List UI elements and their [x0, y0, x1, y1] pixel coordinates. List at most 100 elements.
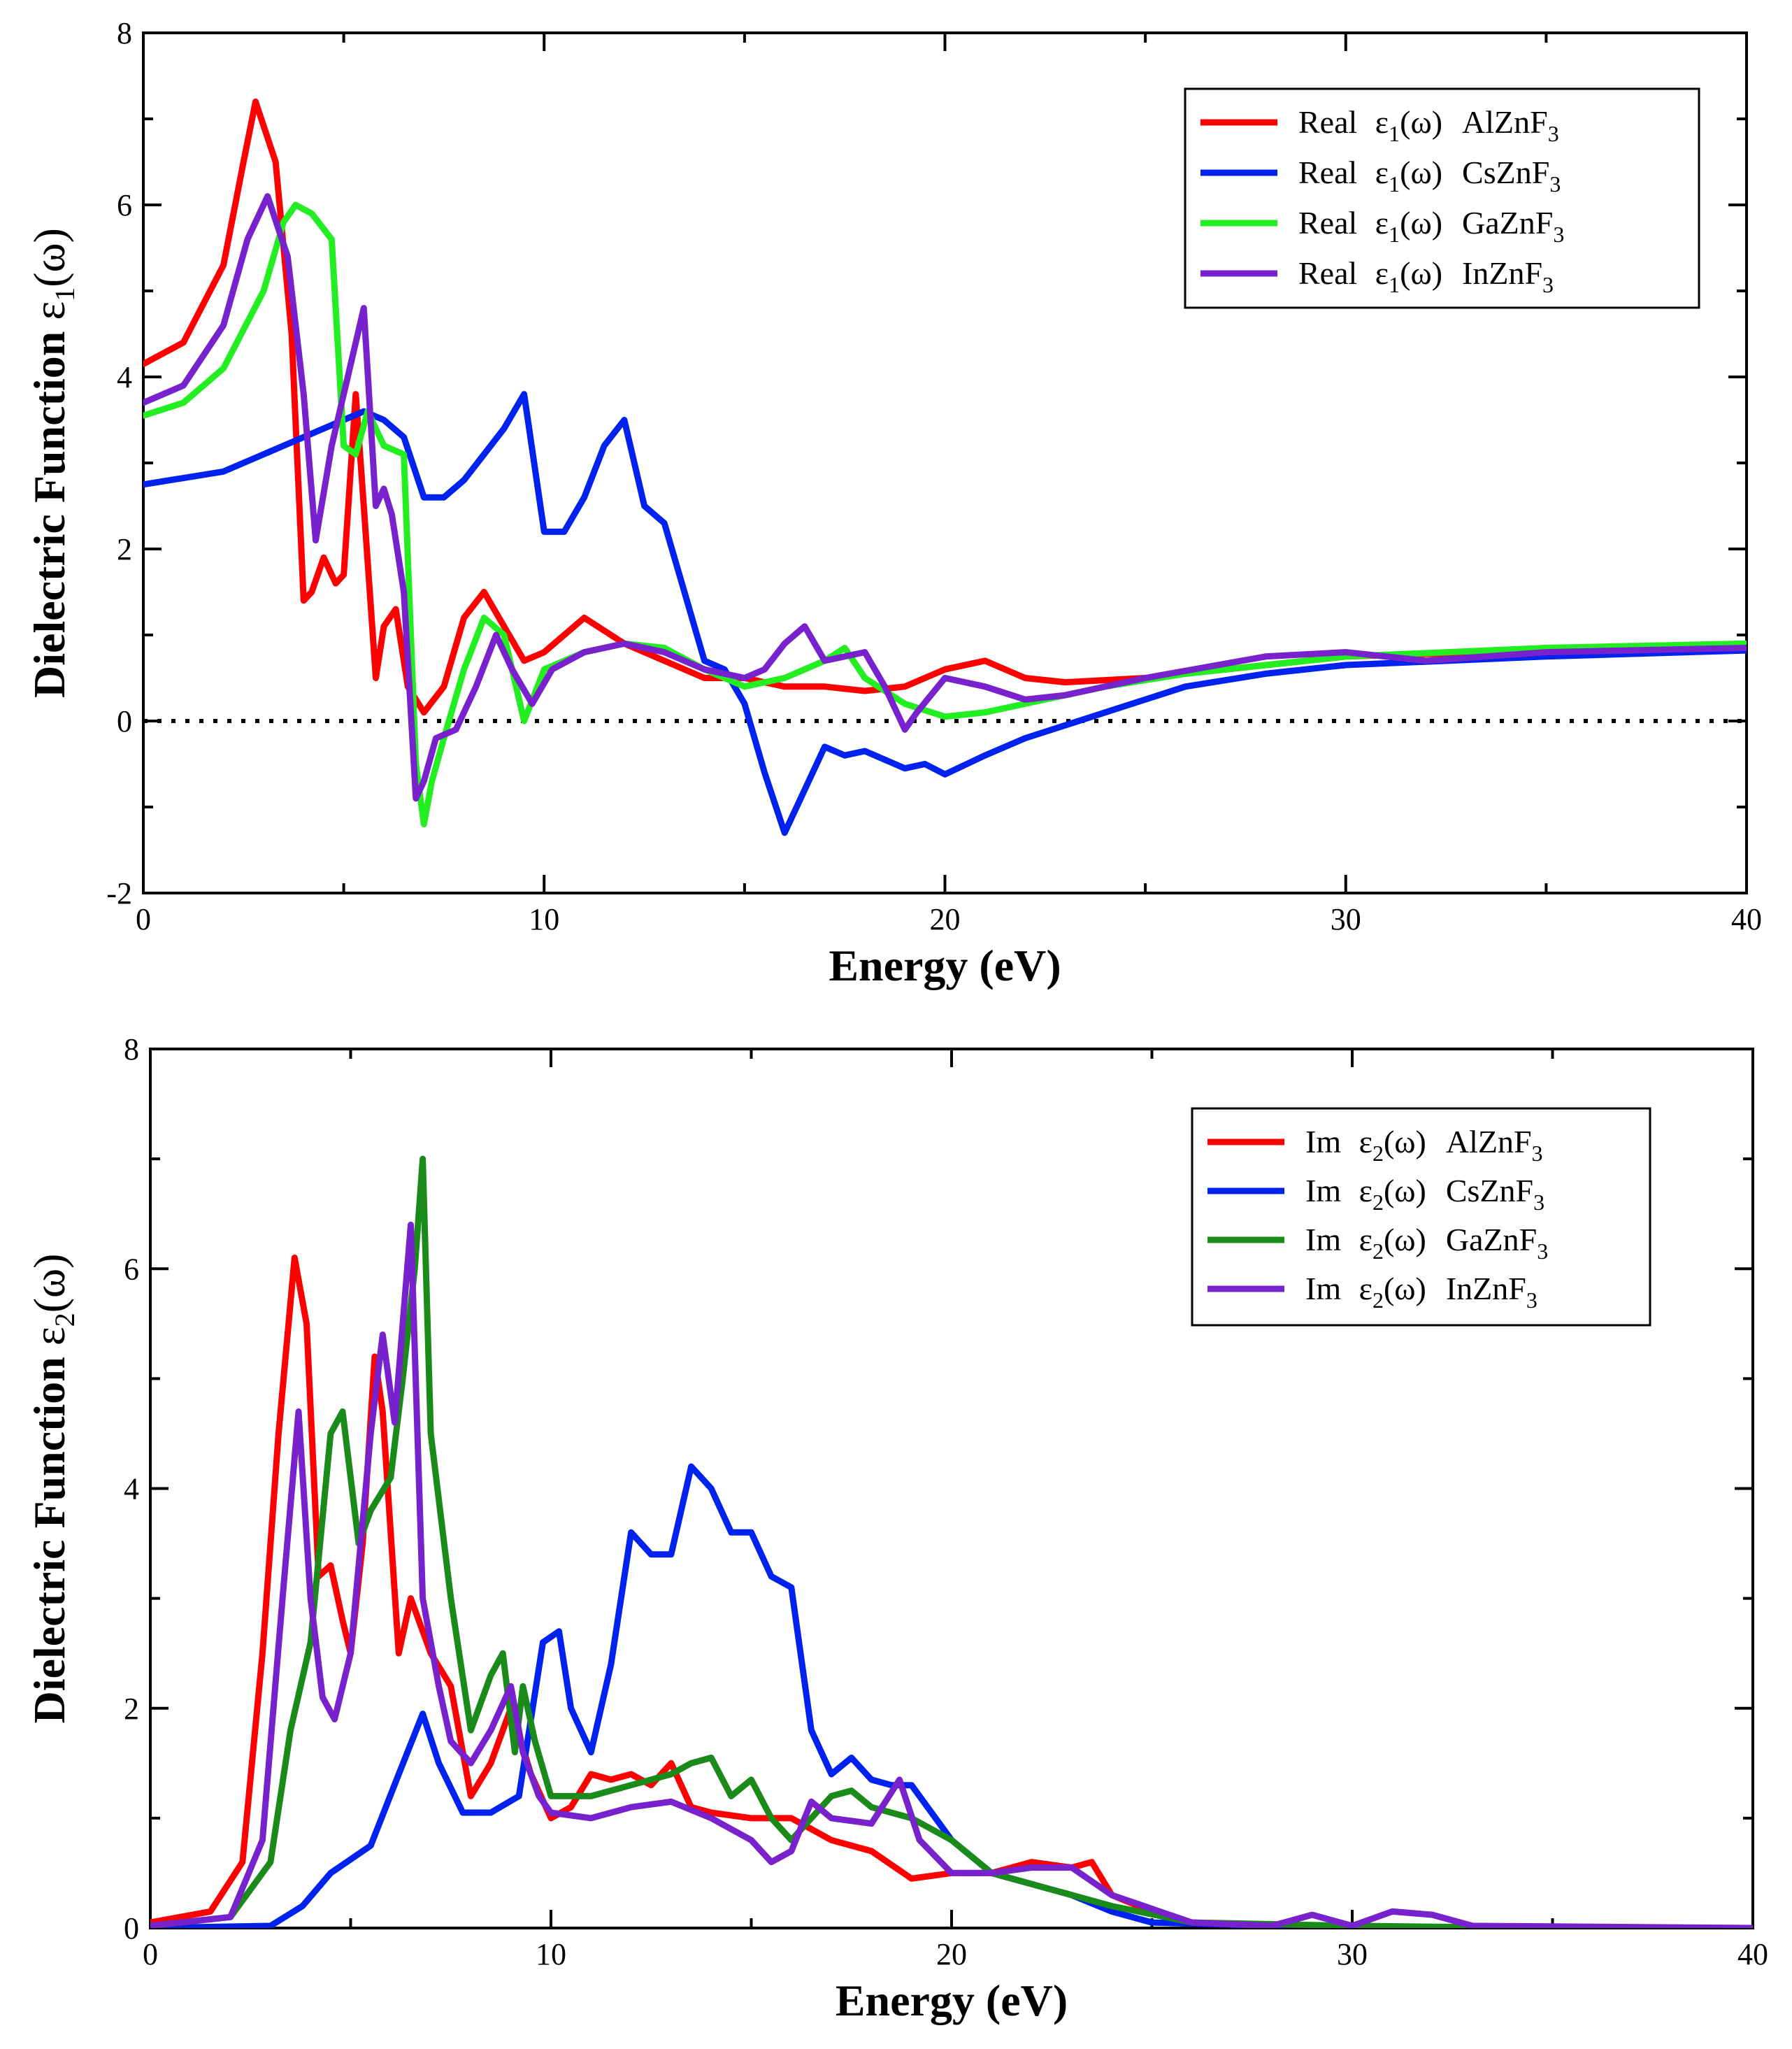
legend-label-material: InZnF [1462, 255, 1542, 291]
legend-label: Real ε1(ω) InZnF3 [1298, 255, 1554, 297]
legend-label-prefix: Real [1298, 104, 1357, 140]
x-axis-title: Energy (eV) [829, 941, 1061, 990]
series-line-alznf3 [143, 98, 1747, 716]
series-line-alznf3 [150, 1255, 1753, 1928]
legend-label-material: CsZnF [1462, 155, 1549, 190]
legend-label: Im ε2(ω) AlZnF3 [1305, 1124, 1543, 1166]
legend-label-subscript: 2 [1372, 1141, 1384, 1166]
legend-item: Real ε1(ω) CsZnF3 [1200, 155, 1561, 197]
x-tick-label: 10 [529, 902, 559, 936]
legend-label-material-subscript: 3 [1526, 1287, 1537, 1313]
legend-item: Im ε2(ω) InZnF3 [1207, 1271, 1537, 1313]
x-tick-label: 30 [1337, 1937, 1368, 1971]
legend-item: Im ε2(ω) AlZnF3 [1207, 1124, 1543, 1166]
legend-label-subscript: 1 [1389, 121, 1400, 146]
y-axis-title-symbol: ε [24, 301, 74, 320]
legend-label-subscript: 2 [1372, 1238, 1384, 1264]
legend-label-subscript: 2 [1372, 1287, 1384, 1313]
legend-item: Im ε2(ω) GaZnF3 [1207, 1222, 1548, 1264]
legend-label-material-subscript: 3 [1533, 1190, 1544, 1215]
legend-label-prefix: Im [1305, 1124, 1341, 1159]
x-tick-label: 40 [1737, 1937, 1768, 1971]
x-tick-label: 0 [136, 902, 151, 936]
x-tick-label: 40 [1731, 902, 1762, 936]
legend-label-suffix: (ω) [1400, 255, 1442, 291]
y-tick-label: 8 [124, 1032, 139, 1066]
legend-label: Im ε2(ω) GaZnF3 [1305, 1222, 1548, 1264]
legend-label-material: CsZnF [1446, 1173, 1533, 1208]
legend-label-material: AlZnF [1446, 1124, 1532, 1159]
legend-label-symbol: ε [1351, 1222, 1372, 1257]
y-tick-label: 0 [124, 1911, 139, 1946]
y-tick-label: -2 [106, 876, 132, 911]
y-axis-title: Dielectric Function ε2(ω) [24, 1254, 80, 1724]
legend-label: Im ε2(ω) CsZnF3 [1305, 1173, 1544, 1215]
series-line-inznf3 [143, 193, 1747, 802]
legend-label-material-subscript: 3 [1548, 121, 1559, 146]
legend-label: Real ε1(ω) AlZnF3 [1298, 104, 1559, 146]
series-line-csznf3 [143, 391, 1747, 836]
legend-label-material-subscript: 3 [1549, 171, 1561, 197]
legend-label-symbol: ε [1351, 1124, 1372, 1159]
legend-label: Real ε1(ω) CsZnF3 [1298, 155, 1561, 197]
legend-label-prefix: Real [1298, 205, 1357, 241]
legend-label-subscript: 1 [1389, 272, 1400, 297]
x-tick-label: 0 [143, 1937, 158, 1971]
legend-label-suffix: (ω) [1400, 104, 1442, 140]
x-tick-label: 30 [1331, 902, 1361, 936]
legend-label: Im ε2(ω) InZnF3 [1305, 1271, 1537, 1313]
x-tick-label: 10 [536, 1937, 566, 1971]
legend-label-symbol: ε [1351, 1271, 1372, 1306]
series-line-inznf3 [150, 1221, 1753, 1928]
legend-label-prefix: Im [1305, 1271, 1341, 1306]
x-axis-title: Energy (eV) [836, 1976, 1068, 2025]
legend-label-subscript: 1 [1389, 222, 1400, 247]
y-axis-title-subscript: 2 [49, 1313, 80, 1327]
legend-item: Real ε1(ω) AlZnF3 [1200, 104, 1559, 146]
legend-label-symbol: ε [1367, 255, 1389, 291]
legend-label-suffix: (ω) [1384, 1222, 1426, 1257]
y-tick-label: 4 [117, 360, 132, 394]
y-tick-label: 0 [117, 704, 132, 738]
legend-label-prefix: Im [1305, 1222, 1341, 1257]
imaginary-dielectric-chart: 0 10 20 30 40 0 2 4 6 8 Energy (eV) Dielectric Func… [24, 1032, 1768, 2025]
y-axis-title-suffix: (ω) [24, 228, 74, 287]
legend-label-symbol: ε [1367, 205, 1389, 241]
legend-label-suffix: (ω) [1384, 1271, 1426, 1306]
legend-label-prefix: Im [1305, 1173, 1341, 1208]
y-tick-label: 6 [124, 1252, 139, 1286]
legend-label-prefix: Real [1298, 155, 1357, 190]
legend-label-subscript: 2 [1372, 1190, 1384, 1215]
x-tick-label: 20 [930, 902, 961, 936]
legend-label-material-subscript: 3 [1532, 1141, 1543, 1166]
legend-item: Real ε1(ω) GaZnF3 [1200, 205, 1564, 247]
y-tick-label: 8 [117, 16, 132, 50]
legend-label-symbol: ε [1367, 155, 1389, 190]
legend-label-material: InZnF [1446, 1271, 1526, 1306]
legend-label-material-subscript: 3 [1553, 222, 1564, 247]
legend-label-suffix: (ω) [1384, 1173, 1426, 1208]
legend-item: Im ε2(ω) CsZnF3 [1207, 1173, 1544, 1215]
legend-label-suffix: (ω) [1400, 155, 1442, 190]
y-tick-label: 4 [124, 1472, 139, 1506]
legend-label-material-subscript: 3 [1542, 272, 1554, 297]
y-axis-title-text: Dielectric Function [24, 320, 74, 698]
series-lines [150, 1155, 1753, 1928]
legend-item: Real ε1(ω) InZnF3 [1200, 255, 1554, 297]
y-tick-label: 2 [124, 1692, 139, 1726]
legend-label-material: GaZnF [1446, 1222, 1537, 1257]
y-axis-title: Dielectric Function ε1(ω) [24, 228, 80, 698]
y-axis-title-subscript: 1 [49, 287, 80, 301]
y-axis-title-symbol: ε [24, 1327, 74, 1345]
legend-label-suffix: (ω) [1400, 205, 1442, 241]
legend-label-material-subscript: 3 [1537, 1238, 1548, 1264]
legend-label-symbol: ε [1367, 104, 1389, 140]
x-tick-label: 20 [936, 1937, 967, 1971]
legend-label-material: AlZnF [1462, 104, 1548, 140]
legend-label-symbol: ε [1351, 1173, 1372, 1208]
y-axis-title-text: Dielectric Function [24, 1345, 74, 1723]
